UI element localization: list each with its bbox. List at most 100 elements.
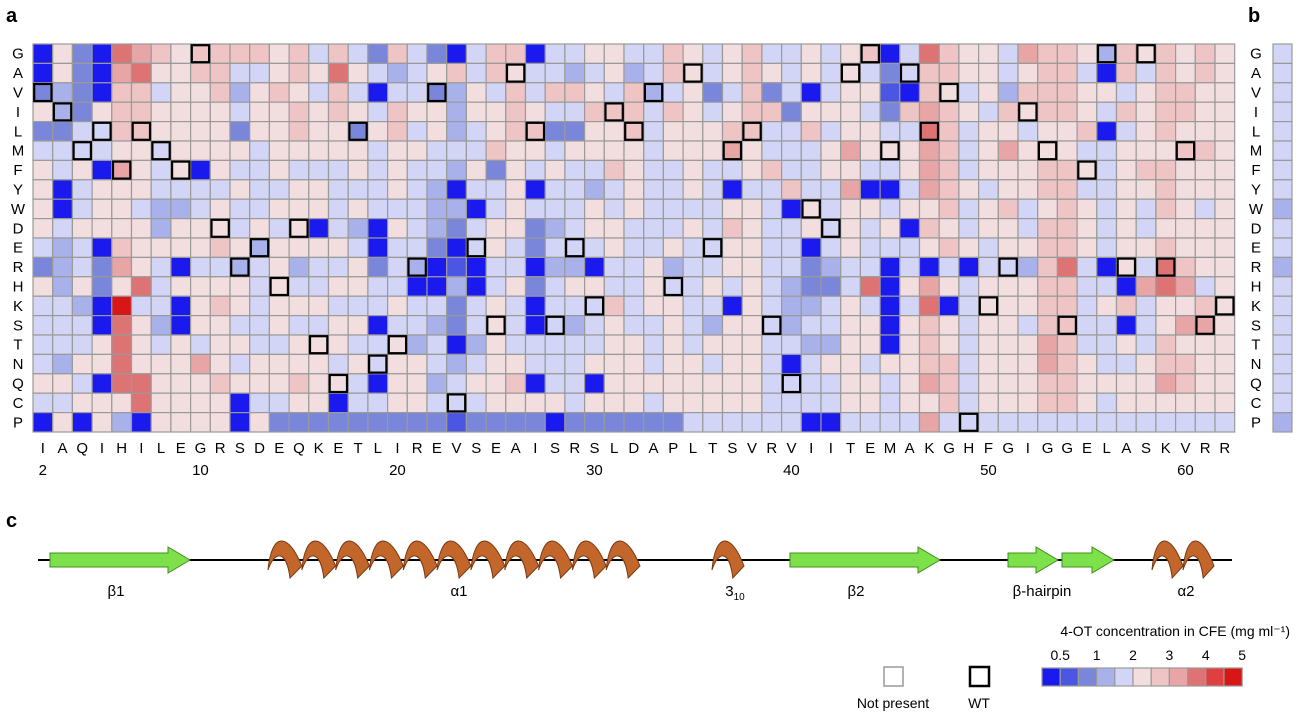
heatmap-cell [387, 237, 408, 258]
heatmap-cell [918, 315, 940, 336]
heatmap-cell [859, 198, 881, 220]
heatmap-cell [446, 256, 468, 278]
heatmap-cell [209, 159, 231, 181]
heatmap-cell [1194, 179, 1216, 200]
heatmap-cell [997, 120, 1019, 142]
heatmap-cell [327, 82, 349, 103]
heatmap-cell [524, 82, 546, 103]
heatmap-cell [583, 120, 605, 142]
heatmap-cell [485, 373, 507, 394]
heatmap-cell [327, 237, 349, 258]
heatmap-cell [997, 179, 1019, 200]
row-label-right: A [1251, 65, 1261, 82]
helix-turn [436, 540, 472, 580]
wt-marker [722, 141, 743, 161]
heatmap-cell [800, 62, 822, 84]
heatmap-cell [308, 256, 330, 278]
heatmap-cell [485, 179, 507, 200]
heatmap-cell [1174, 256, 1196, 278]
heatmap-cell [111, 392, 133, 414]
heatmap-cell [71, 120, 93, 142]
heatmap-cell [958, 276, 980, 297]
heatmap-cell [406, 159, 428, 181]
heatmap-cell [485, 82, 507, 103]
heatmap-cell [190, 140, 211, 161]
wt-marker [1136, 44, 1156, 64]
colorbar-swatch [1059, 667, 1079, 687]
heatmap-cell [623, 101, 645, 123]
heatmap-cell [603, 159, 625, 181]
heatmap-cell [1037, 315, 1058, 336]
heatmap-cell [288, 179, 310, 200]
heatmap-cell [741, 295, 763, 317]
heatmap-cell [111, 315, 133, 336]
heatmap-cell [1115, 373, 1137, 394]
heatmap-cell [71, 43, 93, 64]
heatmap-cell [544, 179, 566, 200]
helix-turn [470, 540, 506, 580]
heatmap-cell [111, 179, 133, 200]
wt-marker [1077, 160, 1097, 180]
heatmap-cell [446, 159, 468, 181]
heatmap-cell [268, 218, 290, 239]
heatmap-cell [702, 140, 724, 161]
heatmap-cell [702, 315, 724, 336]
heatmap-cell [111, 412, 133, 433]
heatmap-cell [918, 412, 940, 433]
heatmap-cell [1096, 256, 1118, 278]
column-label: I [809, 440, 813, 457]
heatmap-cell [840, 101, 862, 123]
heatmap-cell [603, 256, 625, 278]
column-label: A [905, 440, 915, 457]
heatmap-cell [229, 334, 251, 355]
heatmap-cell [1174, 334, 1196, 355]
heatmap-cell [1115, 256, 1137, 278]
heatmap-cell [958, 237, 980, 258]
heatmap-cell [91, 295, 113, 317]
heatmap-cell [406, 237, 428, 258]
heatmap-cell [1194, 392, 1216, 414]
heatmap-cell [268, 295, 290, 317]
heatmap-cell [820, 62, 842, 84]
heatmap-cell [446, 140, 468, 161]
heatmap-cell [780, 43, 802, 64]
heatmap-cell [859, 140, 881, 161]
heatmap-cell [1037, 179, 1058, 200]
heatmap-cell [1056, 276, 1078, 297]
heatmap-cell [1076, 62, 1098, 84]
heatmap-cell [623, 392, 645, 414]
heatmap-cell [1017, 353, 1039, 375]
heatmap-cell [327, 140, 349, 161]
heatmap-cell [1115, 295, 1137, 317]
strand-arrow [789, 546, 941, 574]
heatmap-cell [190, 276, 211, 297]
heatmap-cell [682, 412, 704, 433]
row-label-right: H [1251, 279, 1262, 296]
heatmap-cell [387, 256, 408, 278]
heatmap-cell [702, 276, 724, 297]
heatmap-cell [1096, 315, 1118, 336]
heatmap-cell [465, 140, 487, 161]
heatmap-cell [879, 120, 901, 142]
heatmap-cell [623, 276, 645, 297]
helix-3-10 [711, 540, 745, 580]
heatmap-cell [1017, 218, 1039, 239]
heatmap-cell [958, 256, 980, 278]
heatmap-cell [918, 159, 940, 181]
heatmap-cell [1096, 62, 1118, 84]
heatmap-cell [485, 140, 507, 161]
heatmap-cell [308, 412, 330, 433]
heatmap-cell [820, 218, 842, 239]
heatmap-cell [209, 101, 231, 123]
heatmap-cell [1096, 82, 1118, 103]
heatmap-cell [564, 140, 586, 161]
wt-marker [663, 276, 683, 297]
heatmap-cell [446, 101, 468, 123]
heatmap-cell [249, 101, 270, 123]
helix-alpha2 [1151, 540, 1215, 580]
heatmap-cell [1017, 237, 1039, 258]
heatmap-cell [643, 82, 665, 103]
heatmap-cell [780, 295, 802, 317]
heatmap-cell [958, 179, 980, 200]
